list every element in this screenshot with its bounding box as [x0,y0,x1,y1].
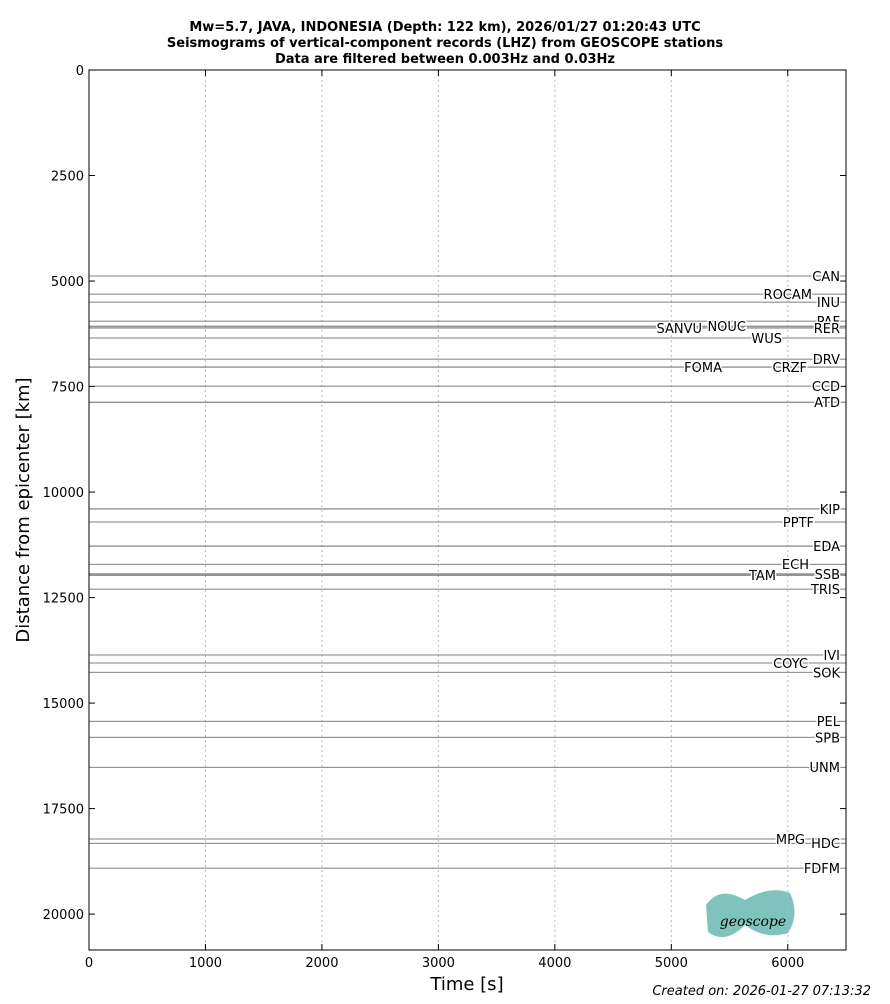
station-label: ROCAM [764,288,812,303]
y-tick-label: 7500 [51,381,84,396]
station-label: NOUC [707,320,746,335]
y-tick-label: 15000 [43,697,84,712]
x-tick-label: 4000 [538,956,571,971]
x-tick-label: 2000 [305,956,338,971]
logo: geoscope [706,890,795,938]
y-tick-label: 0 [76,64,84,79]
x-tick-label: 0 [85,956,93,971]
station-label: WUS [751,332,782,347]
footer: Created on: 2026-01-27 07:13:32 [652,984,871,999]
y-tick-label: 5000 [51,275,84,290]
station-label: MPG [776,833,805,848]
y-tick-label: 12500 [43,592,84,607]
station-label: SOK [813,666,840,681]
x-axis-label: Time [s] [429,974,503,995]
station-label: KIP [820,503,840,518]
station-label: PAF [817,315,840,330]
station-label: SANVU [656,322,702,337]
station-label: CRZF [773,361,808,376]
y-tick-label: 20000 [43,908,84,923]
station-label: UNM [810,761,840,776]
station-label: CCD [812,380,840,395]
x-tick-label: 1000 [189,956,222,971]
station-label: FOMA [684,361,722,376]
x-tick-label: 5000 [655,956,688,971]
station-label: HDC [811,837,840,852]
station-label: PEL [817,715,841,730]
station-label: INU [817,296,840,311]
station-label: EDA [813,540,840,555]
station-label: CAN [812,270,840,285]
station-label: DRV [813,353,840,368]
station-label: IVI [823,649,840,664]
x-tick-label: 3000 [422,956,455,971]
y-tick-label: 10000 [43,486,84,501]
x-tick-label: 6000 [771,956,804,971]
y-tick-label: 2500 [51,170,84,185]
station-label: ATD [814,396,840,411]
traces [89,275,846,869]
station-label: PPTF [783,516,814,531]
station-label: SSB [815,568,840,583]
title-line: Mw=5.7, JAVA, INDONESIA (Depth: 122 km),… [189,20,700,35]
logo-shape [706,890,795,938]
logo-text: geoscope [720,914,786,930]
y-axis-label: Distance from epicenter [km] [13,377,34,642]
station-label: ECH [782,558,809,573]
station-label: FDFM [804,862,840,877]
station-label: RER [814,322,840,337]
station-label: SPB [815,731,840,746]
title-line: Seismograms of vertical-component record… [167,36,723,51]
title-line: Data are filtered between 0.003Hz and 0.… [275,52,615,67]
y-tick-label: 17500 [43,803,84,818]
plot-frame [88,69,847,951]
station-label: COYC [773,657,808,672]
station-label: TAM [748,569,776,584]
station-label: TRIS [810,583,840,598]
